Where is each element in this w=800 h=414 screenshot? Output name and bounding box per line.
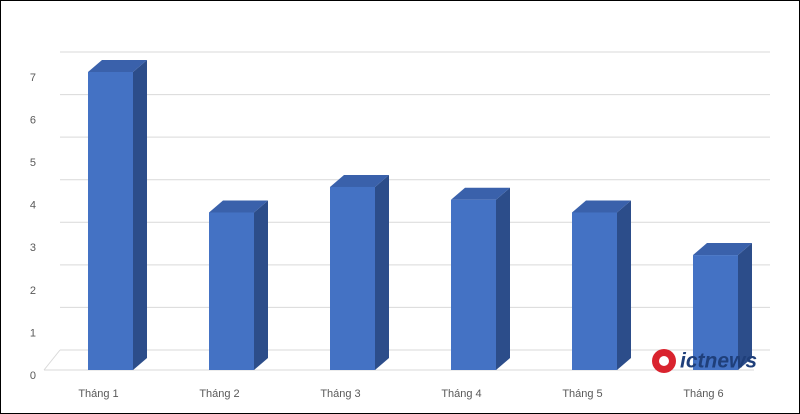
y-tick-label: 5 (30, 157, 36, 169)
bar (88, 72, 133, 370)
x-tick-label: Tháng 1 (78, 388, 118, 400)
plot: 0 1 2 3 4 5 6 7 Tháng 1 Tháng 2 Tháng 3 Tháng 4 Thán… (30, 51, 770, 400)
logo-dot (659, 356, 669, 366)
bar-side (617, 200, 631, 370)
watermark-text: ictnews (680, 350, 757, 373)
bar (693, 255, 738, 370)
bar-top (209, 200, 268, 213)
x-tick-label: Tháng 5 (562, 388, 602, 400)
bar-top (693, 243, 752, 256)
y-tick-label: 3 (30, 242, 36, 254)
bar-top (330, 174, 389, 187)
bar-top (451, 187, 510, 200)
bar-top (572, 200, 631, 213)
bar-side (738, 243, 752, 370)
floor-edge (43, 349, 61, 371)
y-tick-label: 6 (30, 114, 36, 126)
y-tick-label: 2 (30, 285, 36, 297)
watermark: ictnews (652, 349, 757, 373)
bar-side (375, 174, 389, 370)
y-tick-label: 0 (30, 370, 36, 382)
bar-side (254, 200, 268, 370)
y-tick-label: 1 (30, 327, 36, 339)
x-tick-label: Tháng 4 (441, 388, 481, 400)
y-tick-label: 7 (30, 72, 36, 84)
bar (330, 186, 375, 370)
x-tick-label: Tháng 6 (683, 388, 723, 400)
bar (209, 212, 254, 370)
bar-top (88, 60, 147, 72)
x-tick-label: Tháng 2 (199, 388, 239, 400)
x-tick-label: Tháng 3 (320, 388, 360, 400)
bar (572, 212, 617, 370)
bar (451, 199, 496, 370)
y-tick-label: 4 (30, 200, 36, 212)
bar-side (133, 60, 147, 370)
bar-side (496, 187, 510, 370)
